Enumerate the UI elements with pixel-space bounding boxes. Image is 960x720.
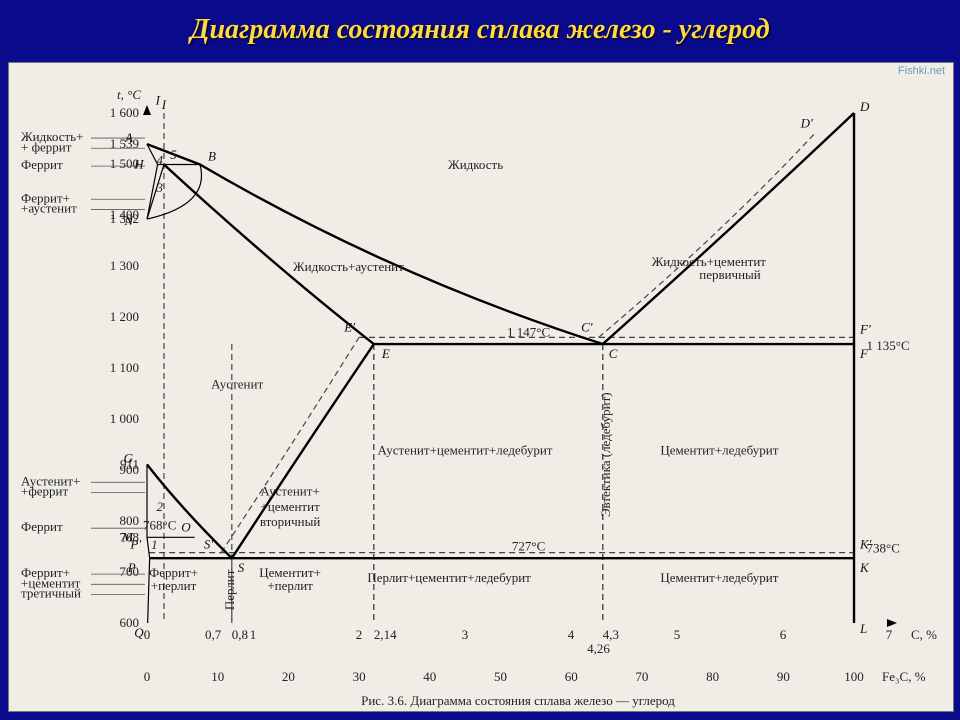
svg-text:Рис. 3.6. Диаграмма состояния: Рис. 3.6. Диаграмма состояния сплава жел… <box>361 693 675 708</box>
svg-text:+цементит: +цементит <box>260 499 320 514</box>
svg-text:D': D' <box>800 115 813 130</box>
svg-text:E': E' <box>343 319 355 334</box>
svg-text:1: 1 <box>151 537 158 552</box>
svg-text:Перлит+цементит+ледебурит: Перлит+цементит+ледебурит <box>367 570 531 585</box>
svg-text:B: B <box>208 149 216 164</box>
svg-text:0: 0 <box>144 627 151 642</box>
svg-text:Fe₃C, %: Fe₃C, % <box>882 669 926 684</box>
svg-text:2: 2 <box>356 627 363 642</box>
svg-text:Жидкость+аустенит: Жидкость+аустенит <box>293 259 404 274</box>
svg-text:6: 6 <box>780 627 787 642</box>
svg-text:70: 70 <box>635 669 648 684</box>
svg-text:4: 4 <box>568 627 575 642</box>
svg-text:1 100: 1 100 <box>110 360 139 375</box>
svg-text:100: 100 <box>844 669 864 684</box>
svg-text:P': P' <box>129 537 141 552</box>
svg-text:90: 90 <box>777 669 790 684</box>
svg-text:738°C: 738°C <box>867 541 900 556</box>
svg-text:F: F <box>859 346 869 361</box>
svg-text:первичный: первичный <box>699 267 761 282</box>
svg-text:20: 20 <box>282 669 295 684</box>
svg-text:Q: Q <box>134 625 144 640</box>
svg-text:I: I <box>155 93 161 108</box>
svg-text:7: 7 <box>886 627 893 642</box>
svg-text:Аустенит+: Аустенит+ <box>260 484 319 499</box>
svg-text:K: K <box>859 560 870 575</box>
svg-text:F': F' <box>859 321 871 336</box>
diagram-panel: Fishki.net 6007007688009009111 0001 1001… <box>8 62 954 712</box>
svg-text:Аустенит: Аустенит <box>211 376 263 391</box>
svg-text:Перлит: Перлит <box>222 569 237 610</box>
svg-text:t, °C: t, °C <box>117 87 141 102</box>
svg-text:G: G <box>124 450 134 465</box>
svg-text:S: S <box>238 560 245 575</box>
svg-text:S': S' <box>204 537 214 552</box>
svg-text:E: E <box>381 346 390 361</box>
svg-text:Жидкость: Жидкость <box>448 157 503 172</box>
slide-title: Диаграмма состояния сплава железо - угле… <box>0 0 960 54</box>
svg-text:727°C: 727°C <box>512 539 545 554</box>
svg-text:3: 3 <box>155 180 163 195</box>
svg-text:C': C' <box>581 319 593 334</box>
svg-text:K': K' <box>859 537 872 552</box>
svg-text:D: D <box>859 99 870 114</box>
svg-text:40: 40 <box>423 669 436 684</box>
svg-text:5: 5 <box>674 627 681 642</box>
svg-text:50: 50 <box>494 669 507 684</box>
svg-text:0: 0 <box>144 669 151 684</box>
svg-text:5: 5 <box>170 147 177 162</box>
svg-text:I: I <box>161 97 167 112</box>
svg-text:H: H <box>133 157 144 172</box>
svg-text:60: 60 <box>565 669 578 684</box>
svg-text:N: N <box>123 213 134 228</box>
svg-text:Аустенит+цементит+ледебурит: Аустенит+цементит+ледебурит <box>378 443 553 458</box>
svg-text:1 300: 1 300 <box>110 258 139 273</box>
svg-text:768°C: 768°C <box>143 518 176 533</box>
svg-text:Феррит: Феррит <box>21 157 63 172</box>
svg-text:+перлит: +перлит <box>151 578 197 593</box>
phase-diagram: 6007007688009009111 0001 1001 2001 3001 … <box>9 63 953 711</box>
svg-text:80: 80 <box>706 669 719 684</box>
svg-text:800: 800 <box>120 513 140 528</box>
svg-text:1: 1 <box>250 627 257 642</box>
svg-text:Цементит+ледебурит: Цементит+ледебурит <box>660 443 778 458</box>
svg-text:+феррит: +феррит <box>21 484 68 499</box>
svg-text:4,3: 4,3 <box>603 627 619 642</box>
svg-text:1 600: 1 600 <box>110 105 139 120</box>
svg-text:+перлит: +перлит <box>267 578 313 593</box>
svg-text:4: 4 <box>156 153 163 168</box>
svg-text:1 147°C: 1 147°C <box>507 324 550 339</box>
svg-text:+аустенит: +аустенит <box>21 200 77 215</box>
svg-text:10: 10 <box>211 669 224 684</box>
svg-text:C, %: C, % <box>911 627 937 642</box>
svg-text:+ феррит: + феррит <box>21 139 72 154</box>
svg-text:L: L <box>859 621 867 636</box>
svg-text:P: P <box>127 560 136 575</box>
svg-text:0,7: 0,7 <box>205 627 222 642</box>
svg-text:A: A <box>124 130 133 145</box>
svg-text:4,26: 4,26 <box>587 641 610 656</box>
svg-text:1 000: 1 000 <box>110 411 139 426</box>
svg-text:1 135°C: 1 135°C <box>867 338 910 353</box>
svg-text:C: C <box>609 346 618 361</box>
svg-text:O: O <box>181 519 191 534</box>
svg-text:третичный: третичный <box>21 586 81 601</box>
svg-text:вторичный: вторичный <box>260 514 321 529</box>
svg-text:Цементит+ледебурит: Цементит+ледебурит <box>660 570 778 585</box>
svg-text:3: 3 <box>462 627 469 642</box>
svg-text:30: 30 <box>353 669 366 684</box>
svg-text:Эвтектика (ледебурит): Эвтектика (ледебурит) <box>598 392 613 517</box>
svg-text:1 200: 1 200 <box>110 309 139 324</box>
svg-text:0,8: 0,8 <box>232 627 248 642</box>
svg-text:2,14: 2,14 <box>374 627 397 642</box>
svg-text:Феррит: Феррит <box>21 519 63 534</box>
svg-text:2: 2 <box>156 499 163 514</box>
